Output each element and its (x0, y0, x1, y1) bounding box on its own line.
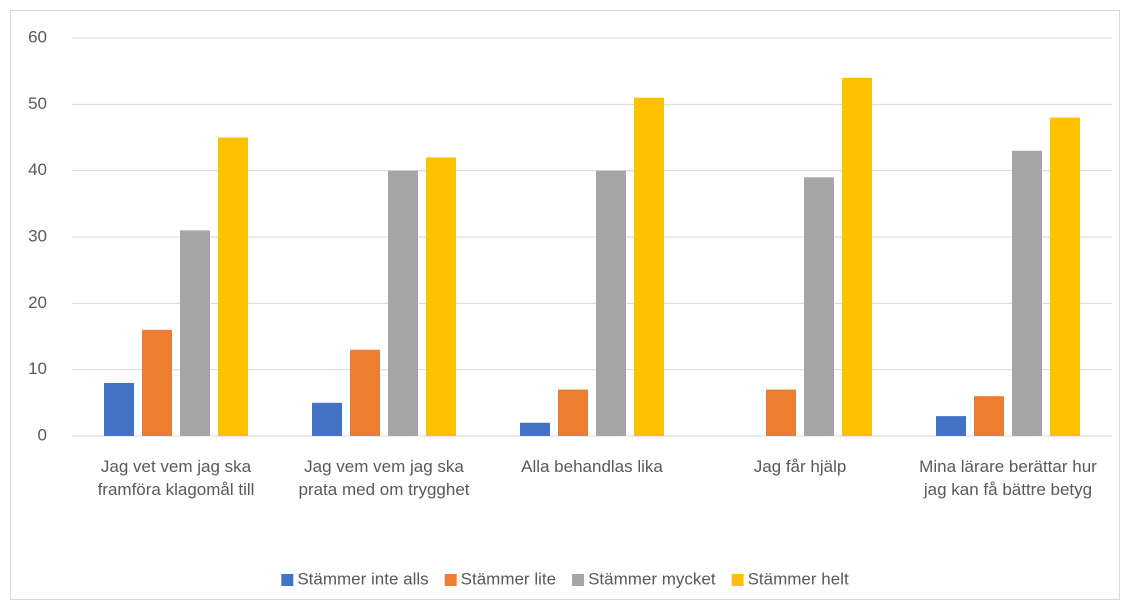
bar (974, 396, 1004, 436)
bar (104, 382, 134, 436)
y-tick-label: 0 (38, 425, 47, 444)
bar (142, 329, 172, 436)
y-tick-label: 50 (28, 94, 47, 113)
bar (1012, 150, 1042, 436)
bar (634, 97, 664, 436)
bar (520, 422, 550, 436)
x-tick-label: Jag får hjälp (753, 457, 847, 476)
y-tick-label: 30 (28, 226, 47, 245)
legend-label: Stämmer mycket (588, 569, 716, 588)
y-tick-label: 60 (28, 27, 47, 46)
bar (558, 389, 588, 436)
bar (218, 137, 248, 436)
chart-border (10, 10, 1120, 600)
bar (596, 170, 626, 436)
legend-swatch (731, 574, 744, 586)
legend-label: Stämmer helt (748, 569, 849, 588)
bar (936, 416, 966, 436)
bar (388, 170, 418, 436)
bar (766, 389, 796, 436)
x-tick-label: Jag vem vem jag ska prata med om trygghe… (298, 457, 470, 499)
x-tick-label: Jag vet vem jag ska framföra klagomål ti… (97, 457, 255, 499)
bar (842, 77, 872, 437)
y-tick-label: 20 (28, 293, 47, 312)
legend-swatch (572, 574, 585, 586)
bar (180, 230, 210, 436)
x-tick-label: Alla behandlas lika (521, 457, 663, 476)
legend-label: Stämmer lite (461, 569, 556, 588)
legend-label: Stämmer inte alls (297, 569, 428, 588)
bar (1050, 117, 1080, 436)
legend-swatch (444, 574, 457, 586)
x-tick-label: Mina lärare berättar hur jag kan få bätt… (919, 457, 1097, 499)
y-tick-label: 40 (28, 160, 47, 179)
y-tick-label: 10 (28, 359, 47, 378)
bar (426, 157, 456, 436)
bar (350, 349, 380, 436)
bar (312, 402, 342, 436)
legend-swatch (281, 574, 294, 586)
bar (804, 177, 834, 437)
